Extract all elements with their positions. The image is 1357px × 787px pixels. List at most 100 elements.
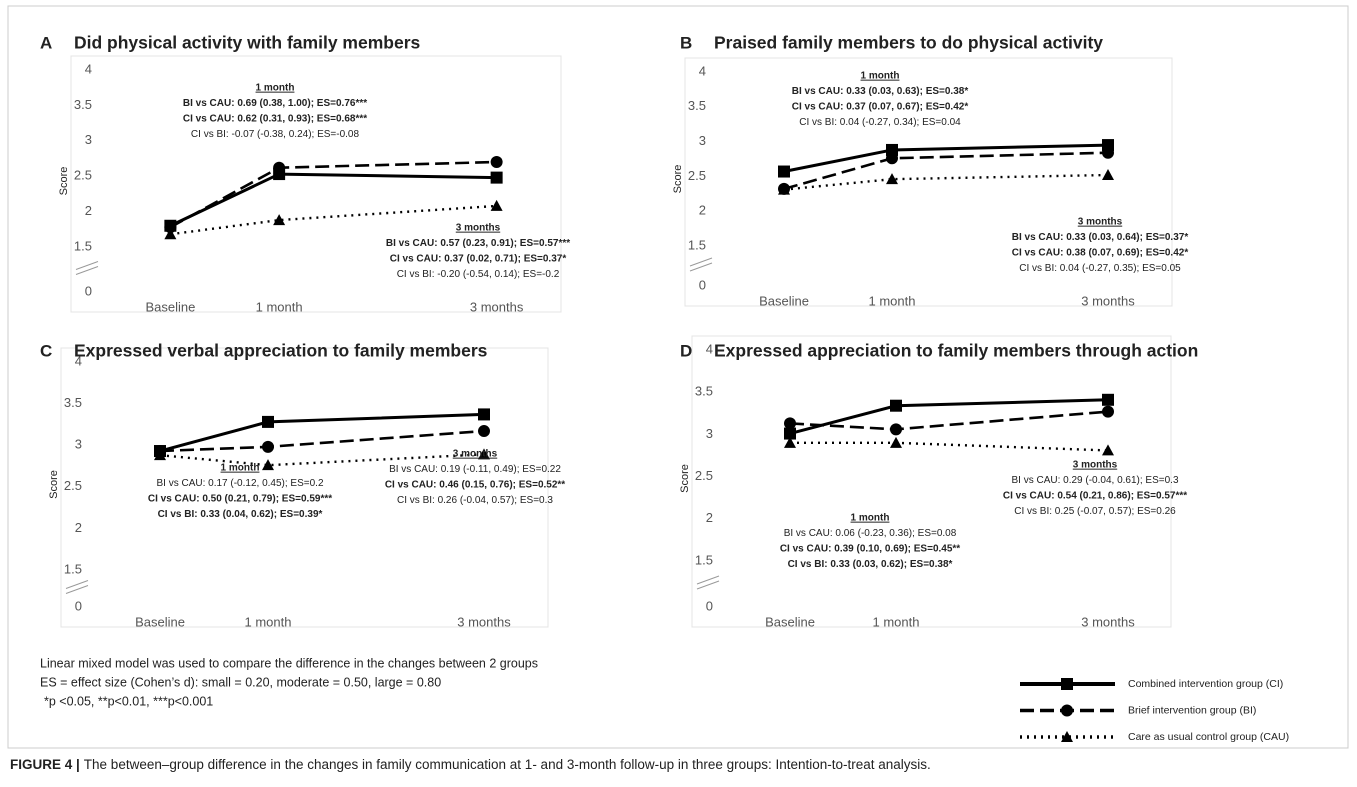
y-tick-label: 3.5 — [695, 384, 713, 399]
annotation-line: CI vs BI: -0.20 (-0.54, 0.14); ES=-0.2 — [397, 269, 560, 280]
x-tick-label: 1 month — [256, 299, 303, 314]
chart-title: Did physical activity with family member… — [74, 33, 420, 53]
chart-title: Expressed verbal appreciation to family … — [74, 341, 488, 361]
legend-label: Care as usual control group (CAU) — [1128, 731, 1289, 743]
y-tick-label: 4 — [75, 353, 82, 368]
annotation-line: BI vs CAU: 0.33 (0.03, 0.64); ES=0.37* — [1012, 232, 1189, 243]
marker-square — [784, 427, 796, 440]
y-tick-label: 1.5 — [688, 237, 706, 252]
marker-circle — [886, 152, 898, 165]
marker-circle — [273, 161, 286, 174]
y-tick-label: 2.5 — [64, 478, 82, 493]
plot-frame — [691, 335, 1172, 628]
marker-circle — [490, 156, 503, 169]
panel-letter: C — [40, 341, 52, 360]
marker-triangle — [154, 449, 166, 461]
y-axis-label: Score — [672, 165, 684, 194]
y-tick-label: 2 — [75, 520, 82, 535]
marker-square — [478, 408, 490, 421]
y-tick-label: 2 — [706, 510, 713, 525]
panel-letter: D — [680, 341, 692, 360]
y-tick-label: 2.5 — [695, 468, 713, 483]
x-tick-label: Baseline — [135, 614, 185, 629]
marker-square — [890, 399, 902, 412]
x-tick-label: 1 month — [869, 293, 916, 308]
y-tick-label: 3.5 — [688, 98, 706, 113]
footnote: *p <0.05, **p<0.01, ***p<0.001 — [44, 694, 213, 708]
legend-label: Combined intervention group (CI) — [1128, 678, 1283, 690]
annotation-line: CI vs CAU: 0.38 (0.07, 0.69); ES=0.42* — [1012, 248, 1189, 259]
marker-circle — [262, 440, 274, 453]
annotation-line: CI vs CAU: 0.37 (0.02, 0.71); ES=0.37* — [390, 254, 567, 265]
annotation-heading: 3 months — [1073, 460, 1118, 471]
marker-square — [1061, 678, 1073, 690]
marker-circle — [1102, 405, 1114, 418]
y-tick-label: 4 — [699, 63, 706, 78]
marker-triangle — [886, 173, 898, 185]
y-tick-label: 1.5 — [74, 238, 92, 253]
x-tick-label: 1 month — [873, 614, 920, 629]
annotation-line: BI vs CAU: 0.17 (-0.12, 0.45); ES=0.2 — [156, 478, 323, 489]
plot-frame — [684, 57, 1173, 307]
annotation-line: BI vs CAU: 0.33 (0.03, 0.63); ES=0.38* — [792, 86, 969, 97]
series-line — [783, 143, 1109, 173]
legend-label: Brief intervention group (BI) — [1128, 704, 1256, 716]
caption-label: FIGURE 4 | — [10, 757, 80, 772]
figure-frame — [7, 5, 1349, 749]
annotation-heading: 3 months — [1078, 217, 1123, 228]
marker-triangle — [784, 436, 796, 448]
marker-circle — [784, 417, 796, 430]
plot-frame — [60, 347, 549, 628]
annotation-line: BI vs CAU: 0.29 (-0.04, 0.61); ES=0.3 — [1011, 475, 1178, 486]
axis-break — [75, 261, 99, 270]
annotation-line: CI vs CAU: 0.62 (0.31, 0.93); ES=0.68*** — [183, 114, 367, 125]
x-tick-label: 3 months — [1081, 614, 1135, 629]
annotation-heading: 1 month — [851, 513, 890, 524]
y-tick-label: 3 — [699, 133, 706, 148]
marker-triangle — [478, 448, 490, 460]
marker-triangle — [1102, 169, 1114, 181]
annotation-line: CI vs BI: 0.33 (0.03, 0.62); ES=0.38* — [788, 559, 953, 570]
annotation-line: CI vs BI: -0.07 (-0.38, 0.24); ES=-0.08 — [191, 129, 360, 140]
x-tick-label: 1 month — [245, 614, 292, 629]
annotation-line: CI vs BI: 0.25 (-0.07, 0.57); ES=0.26 — [1014, 506, 1176, 517]
series-line — [159, 429, 485, 453]
x-tick-label: Baseline — [759, 293, 809, 308]
y-tick-label: 1.5 — [64, 561, 82, 576]
series-line — [783, 151, 1109, 191]
annotation-line: BI vs CAU: 0.57 (0.23, 0.91); ES=0.57*** — [386, 238, 570, 249]
chart-title: Expressed appreciation to family members… — [714, 341, 1198, 361]
y-axis-label: Score — [48, 470, 60, 499]
marker-circle — [478, 425, 490, 438]
axis-break — [696, 575, 720, 585]
marker-square — [1102, 393, 1114, 406]
marker-square — [778, 165, 790, 178]
y-tick-label: 1.5 — [695, 552, 713, 567]
annotation-heading: 3 months — [453, 449, 498, 460]
annotation-line: CI vs CAU: 0.37 (0.07, 0.67); ES=0.42* — [792, 102, 969, 113]
marker-triangle — [1102, 444, 1114, 456]
annotation-heading: 1 month — [861, 71, 900, 82]
plot-frame — [70, 55, 562, 313]
annotation-heading: 1 month — [256, 83, 295, 94]
series-line — [159, 412, 485, 453]
series-line — [169, 172, 497, 228]
annotation-line: CI vs BI: 0.04 (-0.27, 0.35); ES=0.05 — [1019, 263, 1181, 274]
annotation-line: BI vs CAU: 0.06 (-0.23, 0.36); ES=0.08 — [784, 528, 957, 539]
annotation-line: CI vs CAU: 0.50 (0.21, 0.79); ES=0.59*** — [148, 494, 332, 505]
y-tick-label: 3 — [75, 437, 82, 452]
y-tick-label: 2.5 — [688, 168, 706, 183]
annotation-line: CI vs CAU: 0.39 (0.10, 0.69); ES=0.45** — [780, 544, 960, 555]
x-tick-label: 3 months — [470, 299, 524, 314]
marker-triangle — [890, 436, 902, 448]
panel-letter: B — [680, 33, 692, 52]
marker-triangle — [164, 228, 177, 240]
y-tick-label: 3.5 — [74, 97, 92, 112]
axis-break — [696, 580, 720, 590]
series-line — [159, 453, 485, 467]
annotation-line: CI vs CAU: 0.54 (0.21, 0.86); ES=0.57*** — [1003, 491, 1187, 502]
marker-triangle — [1061, 731, 1073, 742]
annotation-line: BI vs CAU: 0.19 (-0.11, 0.49); ES=0.22 — [389, 464, 561, 475]
chart-title: Praised family members to do physical ac… — [714, 33, 1103, 53]
